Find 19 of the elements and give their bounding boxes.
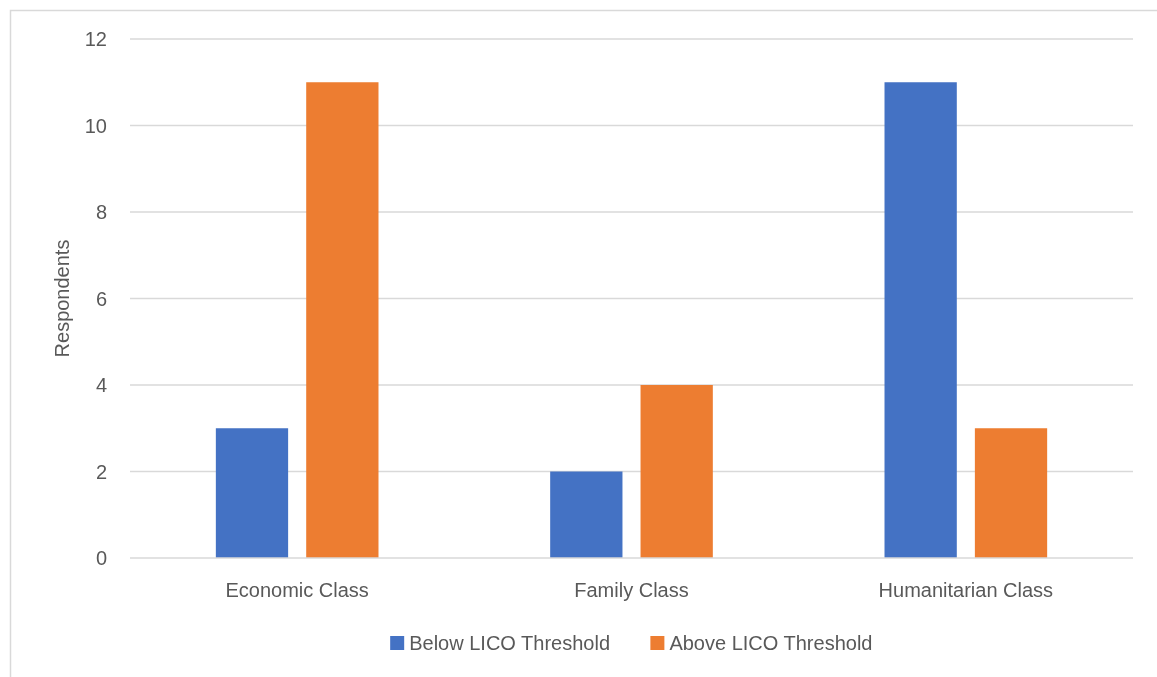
x-tick-label: Humanitarian Class [878,579,1054,601]
y-tick-label: 12 [84,28,107,50]
legend-label: Below LICO Threshold [409,632,611,654]
bar [884,82,957,558]
bar [974,428,1048,558]
x-tick-label: Family Class [574,579,689,601]
y-tick-label: 8 [95,201,107,223]
y-tick-label: 6 [95,287,107,310]
bar [640,385,713,558]
y-axis-title: Respondents [51,239,73,358]
bar [215,428,289,558]
bar [550,471,623,558]
y-tick-label: 10 [84,114,107,137]
x-tick-label: Economic Class [225,579,369,601]
y-tick-label: 2 [95,460,107,483]
legend-label: Above LICO Threshold [669,632,873,654]
bar [306,82,379,558]
y-tick-label: 0 [95,547,107,569]
y-tick-label: 4 [95,374,107,396]
